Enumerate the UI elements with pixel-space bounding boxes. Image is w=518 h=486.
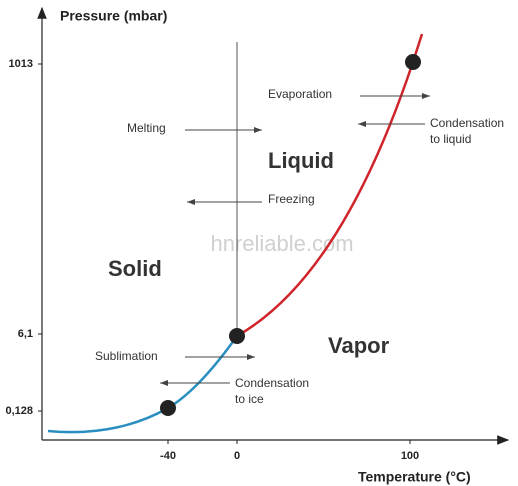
y-axis-title: Pressure (mbar) (60, 8, 167, 24)
transition-label: to liquid (430, 132, 471, 146)
triple-point (229, 328, 245, 344)
transition-label: Melting (127, 121, 166, 135)
x-tick-label: 0 (234, 450, 240, 462)
x-tick-label: -40 (160, 450, 176, 462)
watermark: hnreliable.com (210, 231, 353, 256)
x-tick-label: 100 (401, 450, 419, 462)
region-label: Solid (108, 256, 162, 281)
vaporization-curve (236, 33, 424, 338)
point (405, 54, 421, 70)
region-label: Liquid (268, 148, 334, 173)
region-label: Vapor (328, 333, 390, 358)
transition-label: Sublimation (95, 349, 158, 363)
transition-label: Condensation (430, 116, 504, 130)
transition-label: Condensation (235, 376, 309, 390)
x-axis-title: Temperature (°C) (358, 469, 471, 485)
y-tick-label: 1013 (9, 58, 33, 70)
point (160, 400, 176, 416)
transition-label: Evaporation (268, 87, 332, 101)
transition-label: to ice (235, 392, 264, 406)
y-tick-label: 0,128 (5, 405, 33, 417)
y-tick-label: 6,1 (18, 328, 33, 340)
transition-label: Freezing (268, 192, 315, 206)
